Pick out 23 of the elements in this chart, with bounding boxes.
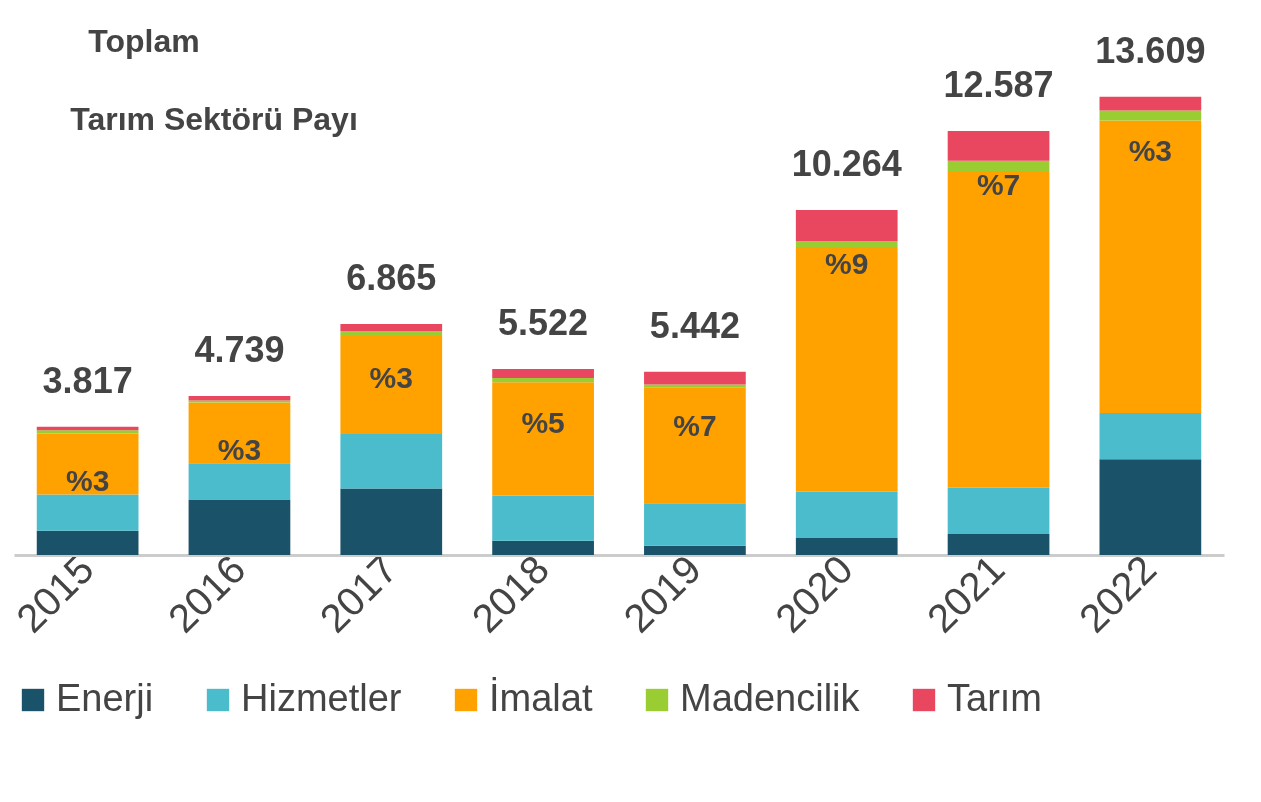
annotation: 6.865 — [346, 257, 437, 298]
annotation: 13.609 — [1095, 29, 1206, 71]
legend-label: Tarım — [947, 677, 1042, 719]
legend-label: İmalat — [489, 677, 593, 719]
annotation: 5.522 — [498, 301, 589, 343]
annotation: %3 — [65, 463, 110, 497]
legend-label: Hizmetler — [241, 677, 402, 719]
annotation: 4.739 — [194, 328, 285, 370]
legend-label: Enerji — [56, 677, 154, 719]
annotation: %3 — [369, 361, 413, 394]
annotation: %3 — [1128, 133, 1173, 167]
annotation: %5 — [521, 405, 565, 439]
annotation: 10.264 — [791, 142, 902, 184]
annotation: 3.817 — [42, 359, 133, 401]
annotation: Tarım Sektörü Payı — [70, 101, 358, 137]
legend-label: Madencilik — [680, 677, 861, 719]
annotation: %3 — [217, 432, 262, 466]
annotation: 12.587 — [943, 64, 1054, 106]
annotation: 5.442 — [649, 304, 740, 346]
annotation: %9 — [825, 246, 869, 280]
annotation: %7 — [673, 408, 717, 442]
text: Toplam — [88, 23, 200, 59]
annotation: %7 — [976, 168, 1021, 202]
